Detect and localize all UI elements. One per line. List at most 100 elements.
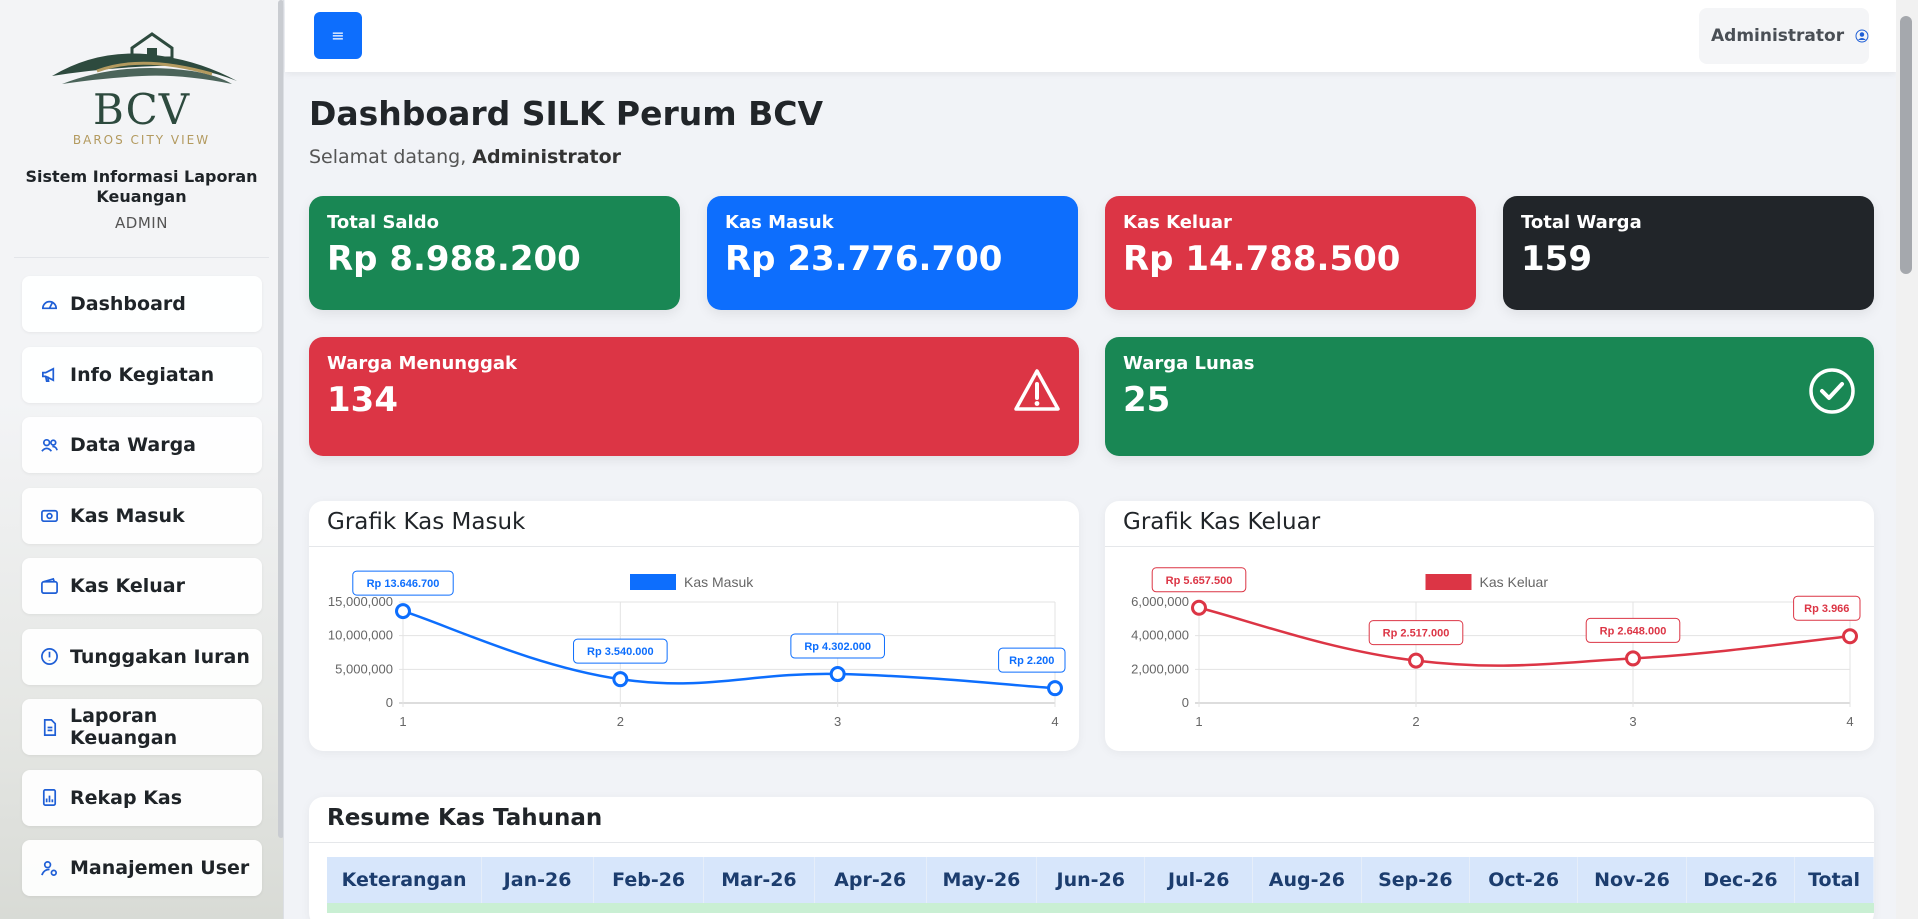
column-header: Keterangan (327, 857, 483, 903)
resume-kas-panel: Resume Kas Tahunan Keterangan Jan-26 Feb-2… (309, 797, 1874, 919)
user-role: ADMIN (115, 214, 168, 232)
data-label-box (790, 633, 885, 659)
x-tick-label: 1 (399, 714, 406, 729)
card-label: Warga Lunas (1123, 353, 1255, 374)
card-label: Total Warga (1521, 212, 1642, 233)
logo-text: BCV (92, 85, 191, 134)
data-label-box (1368, 620, 1464, 646)
column-header: Total (1794, 857, 1874, 903)
sidebar-item-label: Dashboard (70, 293, 186, 315)
column-header: Sep-26 (1361, 857, 1471, 903)
sidebar-item-tunggakan-iuran[interactable]: Tunggakan Iuran (22, 628, 262, 685)
chart-title: Grafik Kas Masuk (309, 501, 1079, 547)
sidebar-item-laporan-keuangan[interactable]: Laporan Keuangan (22, 699, 262, 755)
welcome-prefix: Selamat datang, (309, 146, 473, 168)
user-gear-icon (40, 859, 59, 878)
sidebar-item-dashboard[interactable]: Dashboard (22, 276, 262, 332)
data-point (612, 671, 629, 688)
total-saldo-card: Total Saldo Rp 8.988.200 (309, 196, 680, 310)
user-menu[interactable]: Administrator (1699, 8, 1869, 64)
sidebar-item-rekap-kas[interactable]: Rekap Kas (22, 769, 262, 826)
data-point (1625, 650, 1641, 667)
data-point (1408, 652, 1424, 669)
legend-swatch (1425, 574, 1472, 590)
sidebar-item-label: Rekap Kas (70, 786, 183, 809)
card-value: 134 (327, 380, 398, 420)
sidebar-item-label: Data Warga (70, 434, 197, 456)
hamburger-icon: ≡ (331, 26, 345, 45)
legend-label: Kas Keluar (1480, 574, 1549, 590)
column-header: Feb-26 (593, 857, 705, 903)
sidebar-item-kas-masuk[interactable]: Kas Masuk (22, 487, 262, 544)
x-tick-label: 2 (1412, 714, 1419, 729)
kas-masuk-chart-panel: Grafik Kas Masuk 0 5,000,000 10,000,000 15,… (309, 501, 1079, 751)
sidebar-item-manajemen-user[interactable]: Manajemen User (22, 840, 262, 896)
data-point (1842, 628, 1858, 645)
alert-circle-icon (40, 647, 59, 666)
data-label: Rp 2.648.000 (1600, 625, 1667, 637)
card-label: Kas Masuk (725, 212, 834, 233)
x-tick-label: 1 (1195, 714, 1202, 729)
sidebar-item-label: Kas Masuk (70, 504, 185, 527)
y-tick-label: 10,000,000 (328, 628, 393, 643)
data-label: Rp 3.966 (1804, 603, 1849, 615)
resume-header-row: Keterangan Jan-26 Feb-26 Mar-26 Apr-26 May-26… (327, 857, 1874, 903)
warga-lunas-card: Warga Lunas 25 (1105, 337, 1874, 456)
card-value: Rp 23.776.700 (725, 239, 1003, 279)
chart-title: Grafik Kas Keluar (1105, 501, 1874, 547)
data-point (1191, 599, 1207, 616)
x-tick-label: 4 (1846, 714, 1853, 729)
sidebar-scrollbar[interactable] (278, 0, 283, 838)
page-scrollbar-thumb[interactable] (1900, 16, 1912, 274)
sidebar-item-label: Kas Keluar (70, 575, 185, 597)
data-point (1047, 680, 1063, 697)
legend-label: Kas Masuk (684, 574, 754, 590)
data-label-box (998, 647, 1066, 673)
sidebar-item-kas-keluar[interactable]: Kas Keluar (22, 558, 262, 614)
data-label: Rp 3.540.000 (587, 646, 654, 658)
data-label-box (573, 638, 668, 664)
data-label-box (1151, 567, 1247, 593)
warning-triangle-icon (1014, 369, 1060, 411)
data-point (829, 666, 846, 683)
check-circle-icon (1809, 368, 1855, 414)
welcome-message: Selamat datang, Administrator (309, 146, 621, 168)
app-name: Sistem Informasi Laporan Keuangan (25, 167, 258, 206)
kas-keluar-chart: 0 2,000,000 4,000,000 6,000,000 1 2 3 4 Kas Kelu… (1131, 567, 1861, 729)
resume-table: Keterangan Jan-26 Feb-26 Mar-26 Apr-26 May-26… (327, 857, 1874, 903)
warga-menunggak-card: Warga Menunggak 134 (309, 337, 1079, 456)
sidebar-item-label: Info Kegiatan (70, 363, 215, 386)
column-header: Jan-26 (481, 857, 595, 903)
kas-keluar-chart-panel: Grafik Kas Keluar 0 2,000,000 4,000,000 6,0… (1105, 501, 1874, 751)
card-value: 159 (1521, 239, 1592, 279)
document-icon (40, 718, 59, 737)
card-label: Total Saldo (327, 212, 439, 233)
sidebar-brand: BCV BAROS CITY VIEW Sistem Informasi Lap… (14, 0, 269, 258)
data-label-box (1793, 595, 1861, 621)
user-circle-icon (1855, 29, 1869, 43)
user-name: Administrator (1711, 26, 1845, 46)
series-line (402, 609, 1056, 690)
x-tick-label: 3 (834, 714, 841, 729)
total-warga-card: Total Warga 159 (1503, 196, 1874, 310)
y-tick-label: 15,000,000 (328, 594, 393, 609)
sidebar-item-label: Laporan Keuangan (70, 705, 178, 749)
sidebar-item-info-kegiatan[interactable]: Info Kegiatan (22, 346, 262, 403)
data-label: Rp 4.302.000 (804, 641, 871, 653)
kas-masuk-chart: 0 5,000,000 10,000,000 15,000,000 1 2 3 4 Kas Ma… (328, 570, 1066, 729)
sidebar-item-data-warga[interactable]: Data Warga (22, 417, 262, 473)
column-header: Mar-26 (703, 857, 815, 903)
legend-swatch (630, 574, 676, 590)
column-header: Apr-26 (814, 857, 927, 903)
wallet-icon (40, 577, 59, 596)
card-label: Kas Keluar (1123, 212, 1232, 233)
kas-masuk-card: Kas Masuk Rp 23.776.700 (707, 196, 1078, 310)
y-tick-label: 0 (1182, 695, 1189, 710)
column-header: Jun-26 (1036, 857, 1146, 903)
sidebar-item-label: Manajemen User (70, 857, 250, 879)
welcome-name: Administrator (472, 146, 622, 168)
menu-toggle-button[interactable]: ≡ (314, 12, 362, 59)
page-title: Dashboard SILK Perum BCV (309, 94, 823, 133)
kas-keluar-card: Kas Keluar Rp 14.788.500 (1105, 196, 1476, 310)
data-label: Rp 2.517.000 (1383, 628, 1450, 640)
